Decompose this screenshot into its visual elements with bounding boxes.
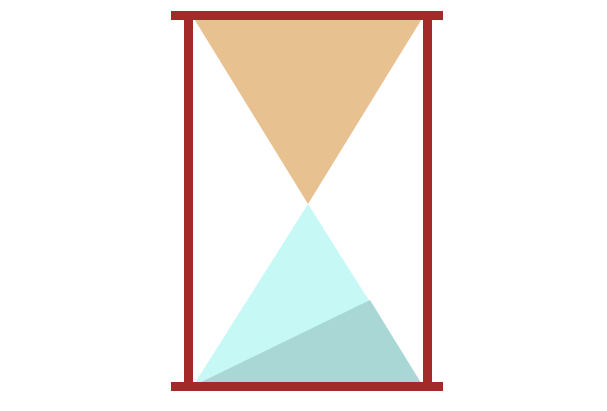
frame-top-bar (171, 11, 443, 20)
bottom-bulb-sand (193, 300, 423, 386)
frame-bottom-bar (171, 382, 443, 391)
frame-right-post (423, 11, 432, 391)
frame-left-post (184, 11, 193, 391)
top-bulb-sand (193, 17, 423, 204)
